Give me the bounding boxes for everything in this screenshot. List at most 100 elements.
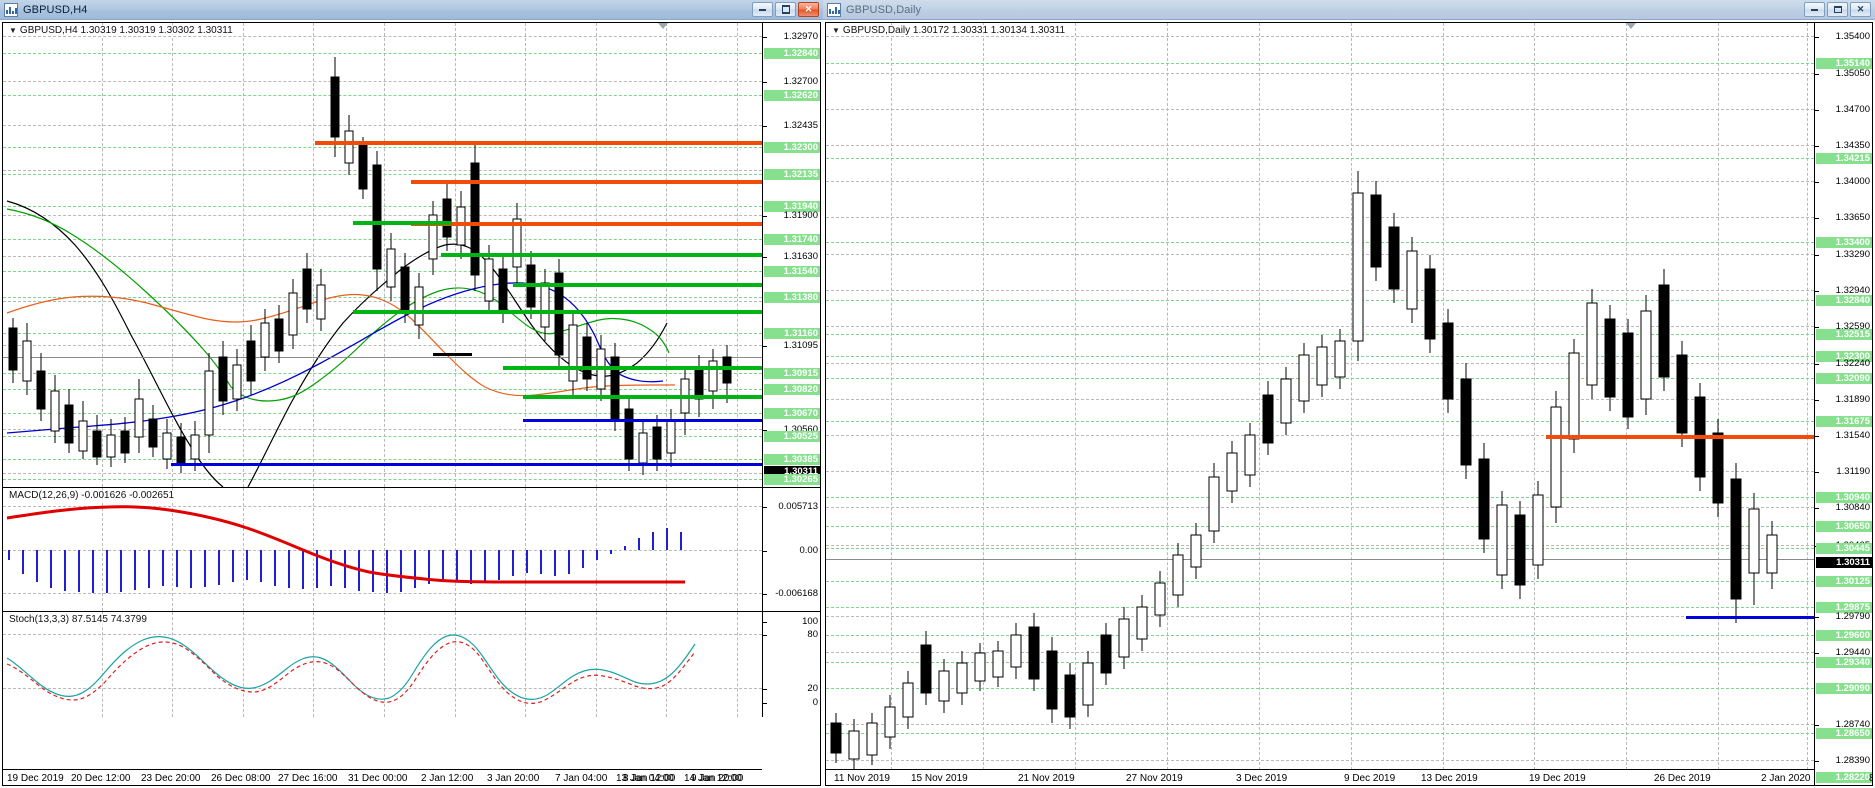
- price-tick: 1.28390: [1815, 755, 1872, 766]
- time-axis-label: 11 Nov 2019: [834, 773, 890, 784]
- price-tick: 1.31540: [1815, 430, 1872, 441]
- chart-icon: [4, 2, 18, 17]
- time-axis-label: 9 Jan 20:00: [691, 773, 744, 784]
- time-axis-label: 31 Dec 00:00: [348, 773, 408, 784]
- price-tick: 1.28220: [1816, 772, 1872, 783]
- price-tick: 0: [763, 697, 820, 708]
- price-tick: 1.30650: [1816, 521, 1872, 532]
- time-axis-label: 26 Dec 2019: [1654, 773, 1711, 784]
- time-axis-label: 8 Jan 2020: [1869, 773, 1872, 784]
- price-tick: 100: [763, 616, 820, 627]
- chart-window-h4[interactable]: GBPUSD,H4 ✕: [0, 0, 823, 788]
- price-tick: 1.32300: [764, 142, 820, 153]
- price-tick: 1.29600: [1816, 630, 1872, 641]
- macd-plot: [6, 505, 685, 593]
- price-tick: 1.35400: [1815, 31, 1872, 42]
- collapse-caret-icon-daily[interactable]: ▼: [832, 26, 840, 35]
- stoch-pane[interactable]: 100 80 20 0 Stoch(13,3,3) 87.5145 74.3799: [3, 611, 820, 717]
- price-tick: 1.30265: [764, 474, 820, 485]
- price-tick: 1.31380: [764, 292, 820, 303]
- price-pane-h4[interactable]: 1.32970 1.32840 1.32700 1.32620 1.32435 1.323…: [3, 23, 820, 487]
- price-tick: 1.29090: [1816, 683, 1872, 694]
- price-tick: 1.32840: [764, 48, 820, 59]
- time-axis-label: 8 Jan 12:00: [623, 773, 676, 784]
- window-buttons-daily: ✕: [1804, 2, 1873, 17]
- price-scale-daily[interactable]: 1.35400 1.35140 1.35050 1.34700 1.34350 1.342…: [1814, 23, 1872, 785]
- price-tick: 0.00: [763, 545, 820, 556]
- maximize-button-daily[interactable]: [1827, 2, 1848, 17]
- stoch-label: Stoch(13,3,3) 87.5145 74.3799: [7, 614, 149, 625]
- price-tick: 1.30525: [764, 431, 820, 442]
- price-tick: 1.28740: [1815, 719, 1872, 730]
- price-tick: 1.32135: [764, 169, 820, 180]
- stoch-scale[interactable]: 100 80 20 0: [762, 612, 820, 717]
- price-tick: 1.34000: [1815, 176, 1872, 187]
- titlebar-h4[interactable]: GBPUSD,H4 ✕: [0, 0, 823, 20]
- price-tick: 1.31940: [764, 201, 820, 212]
- price-tick: 1.30385: [764, 454, 820, 465]
- titlebar-daily[interactable]: GBPUSD,Daily ✕: [823, 0, 1875, 20]
- price-tick: 1.32620: [764, 90, 820, 101]
- price-tick: 1.30125: [1816, 576, 1872, 587]
- time-axis-h4[interactable]: 19 Dec 2019 20 Dec 12:00 23 Dec 20:00 26 De…: [3, 769, 762, 785]
- candlesticks-daily: [830, 171, 1778, 771]
- price-tick: 1.30311: [764, 466, 820, 477]
- time-axis-label: 27 Nov 2019: [1126, 773, 1183, 784]
- close-button-daily[interactable]: ✕: [1850, 2, 1871, 17]
- price-tick: 1.31095: [763, 340, 820, 351]
- price-tick: 1.29340: [1816, 657, 1872, 668]
- price-tick: 1.35140: [1816, 58, 1872, 69]
- price-tick: 1.32435: [763, 120, 820, 131]
- window-buttons-h4: ✕: [752, 2, 821, 17]
- time-axis-label: 2 Jan 12:00: [421, 773, 474, 784]
- price-pane-daily[interactable]: 1.35400 1.35140 1.35050 1.34700 1.34350 1.342…: [826, 23, 1872, 785]
- time-axis-label: 23 Dec 20:00: [141, 773, 201, 784]
- window-title-daily: GBPUSD,Daily: [846, 3, 922, 16]
- price-tick: 1.34215: [1816, 153, 1872, 164]
- price-tick: 1.32590: [1815, 321, 1872, 332]
- time-axis-label: 13 Dec 2019: [1421, 773, 1478, 784]
- macd-label: MACD(12,26,9) -0.001626 -0.002651: [7, 490, 177, 501]
- price-tick: 1.32840: [1816, 295, 1872, 306]
- price-tick: 1.31890: [1815, 394, 1872, 405]
- pane-label-h4: ▼ GBPUSD,H4 1.30319 1.30319 1.30302 1.303…: [7, 25, 235, 36]
- price-tick: 1.31675: [1816, 416, 1872, 427]
- time-axis-label: 14 Jan 12:00: [684, 773, 742, 784]
- macd-scale[interactable]: 0.005713 0.00 -0.006168: [762, 488, 820, 611]
- price-tick: 1.34700: [1815, 104, 1872, 115]
- price-scale-h4[interactable]: 1.32970 1.32840 1.32700 1.32620 1.32435 1.323…: [762, 23, 820, 487]
- price-tick: 1.35050: [1815, 68, 1872, 79]
- time-axis-label: 27 Dec 16:00: [278, 773, 338, 784]
- chart-window-daily[interactable]: GBPUSD,Daily ✕: [823, 0, 1875, 788]
- close-button-h4[interactable]: ✕: [798, 2, 819, 17]
- time-axis-label: 19 Dec 2019: [1529, 773, 1586, 784]
- price-tick: 1.32090: [1816, 373, 1872, 384]
- macd-pane[interactable]: 0.005713 0.00 -0.006168 MACD(12,26,9) -0.0…: [3, 487, 820, 611]
- chart-body-h4[interactable]: 1.32970 1.32840 1.32700 1.32620 1.32435 1.323…: [0, 20, 823, 788]
- price-tick: 1.33400: [1816, 237, 1872, 248]
- chart-icon-daily: [827, 2, 841, 17]
- price-tick: 1.30445: [1816, 543, 1872, 554]
- price-tick: 1.30915: [764, 368, 820, 379]
- price-tick: 1.32940: [1815, 285, 1872, 296]
- price-tick: 1.28650: [1816, 728, 1872, 739]
- price-tick: 1.33650: [1815, 212, 1872, 223]
- price-tick: 1.32240: [1815, 358, 1872, 369]
- price-tick: 1.31540: [764, 266, 820, 277]
- price-tick: 1.30940: [1816, 492, 1872, 503]
- collapse-caret-icon[interactable]: ▼: [9, 26, 17, 35]
- restore-button-h4[interactable]: [775, 2, 796, 17]
- window-title-h4: GBPUSD,H4: [23, 3, 88, 16]
- minimize-button-h4[interactable]: [752, 2, 773, 17]
- price-tick: 80: [763, 629, 820, 640]
- price-tick: 1.33290: [1815, 249, 1872, 260]
- price-tick: 1.31160: [764, 328, 820, 339]
- minimize-button-daily[interactable]: [1804, 2, 1825, 17]
- price-tick: 1.31900: [763, 210, 820, 221]
- price-tick: 1.34350: [1815, 140, 1872, 151]
- time-axis-label: 15 Nov 2019: [911, 773, 968, 784]
- price-tick: 1.32515: [1816, 329, 1872, 340]
- chart-body-daily[interactable]: 1.35400 1.35140 1.35050 1.34700 1.34350 1.342…: [823, 20, 1875, 788]
- time-axis-daily[interactable]: 11 Nov 2019 15 Nov 2019 21 Nov 2019 27 Nov …: [826, 769, 1872, 785]
